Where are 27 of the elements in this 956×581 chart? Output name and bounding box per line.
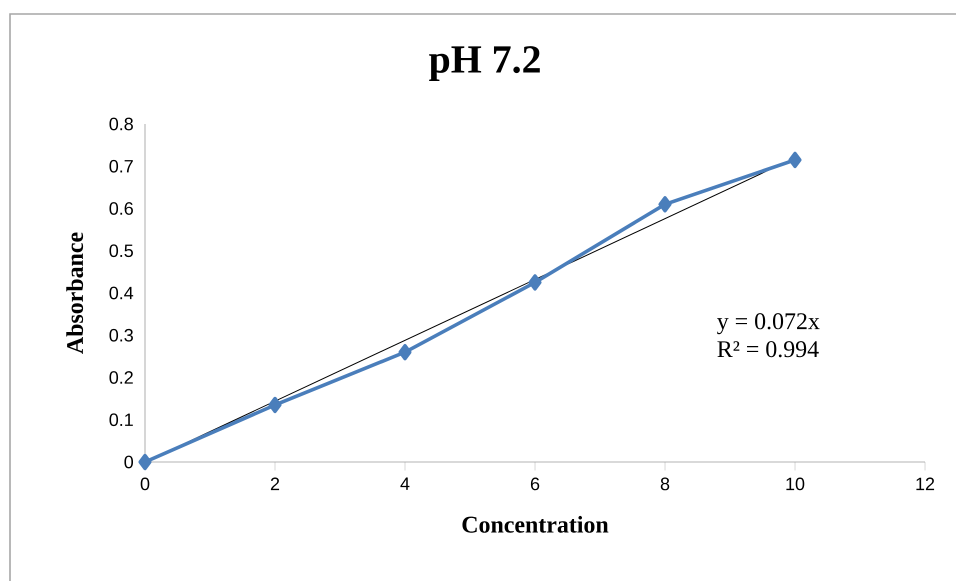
x-tick-label: 12 [916,478,934,490]
x-tick-label: 10 [786,478,804,490]
y-tick-label: 0.2 [109,371,133,384]
point [528,274,542,291]
point [138,454,152,470]
x-axis-title: Concentration [462,516,608,533]
y-tick-label: 0.5 [109,244,133,258]
y-tick-label: 0 [124,456,134,468]
point [398,344,412,360]
y-tick-label: 0.1 [109,413,133,426]
y-tick-label: 0.8 [109,118,133,130]
chart-title: pH 7.2 [429,46,540,81]
x-tick-label: 4 [400,478,410,490]
y-tick-label: 0.6 [109,202,133,215]
annotation: y = 0.072x [717,313,820,334]
x-tick-label: 8 [660,478,670,490]
y-axis-title: Absorbance [66,232,84,354]
y-tick-label: 0.3 [109,328,133,342]
point [658,196,672,212]
point [788,152,802,168]
x-tick-label: 6 [530,478,540,490]
point [268,396,282,414]
annotation: R² = 0.994 [717,341,819,358]
x-tick-label: 2 [270,478,280,490]
x-tick-label: 0 [140,478,150,490]
y-tick-label: 0.4 [109,286,134,300]
y-tick-label: 0.7 [109,160,133,173]
